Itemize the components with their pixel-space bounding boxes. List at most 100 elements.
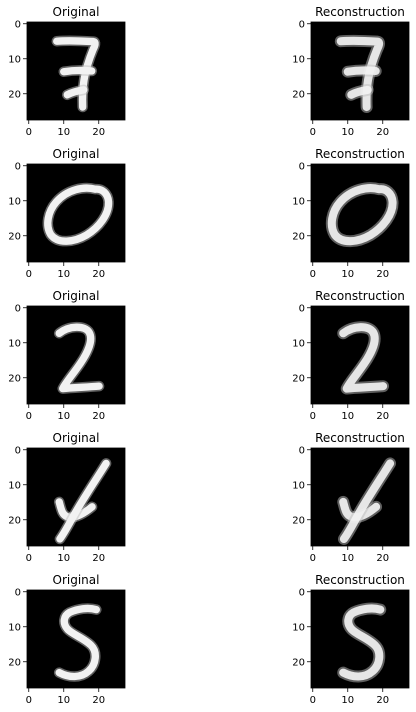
x-tick-label: 20 (92, 695, 105, 706)
digit-2-glyph (53, 321, 105, 394)
axes-frame (310, 21, 410, 121)
panel-reconstruction-2: Reconstruction 0 10 20 0 10 20 (292, 147, 410, 280)
axes-frame (310, 589, 410, 689)
y-tick-label: 20 (8, 515, 21, 526)
panel-reconstruction-3: Reconstruction 0 10 20 0 10 20 (292, 289, 410, 422)
panel-original-5: Original 0 10 20 0 10 20 (8, 573, 126, 706)
y-tick-label: 10 (8, 54, 21, 65)
digit-0-glyph (325, 182, 399, 248)
x-tick-label: 20 (376, 269, 389, 280)
panel-original-3: Original 0 10 20 0 10 20 (8, 289, 126, 422)
digit-7-glyph (334, 34, 386, 113)
x-tick-label: 10 (57, 127, 70, 138)
y-tick-label: 10 (292, 196, 305, 207)
y-tick-label: 0 (15, 303, 21, 314)
y-tick-label: 0 (299, 587, 305, 598)
x-tick-label: 10 (341, 127, 354, 138)
y-tick-label: 20 (292, 515, 305, 526)
y-tick-label: 20 (292, 657, 305, 668)
panel-original-1: Original 0 10 20 0 10 20 (8, 5, 126, 138)
y-tick-label: 10 (292, 338, 305, 349)
y-tick-label: 10 (8, 338, 21, 349)
y-tick-label: 10 (292, 622, 305, 633)
x-tick-label: 0 (26, 411, 32, 422)
panel-title: Reconstruction (315, 289, 405, 303)
y-tick-label: 20 (292, 231, 305, 242)
axes-frame (26, 305, 126, 405)
y-tick-label: 20 (8, 89, 21, 100)
y-tick-label: 0 (15, 445, 21, 456)
axes-frame (26, 21, 126, 121)
digit-7-glyph (51, 35, 101, 113)
x-tick-label: 10 (341, 269, 354, 280)
digit-5-glyph (337, 602, 387, 683)
axes-frame (26, 589, 126, 689)
y-tick-label: 10 (292, 480, 305, 491)
panel-original-2: Original 0 10 20 0 10 20 (8, 147, 126, 280)
panel-title: Reconstruction (315, 431, 405, 445)
y-tick-label: 0 (15, 19, 21, 30)
x-tick-label: 10 (341, 411, 354, 422)
axes-frame (310, 447, 410, 547)
axes-frame (310, 305, 410, 405)
panel-title: Original (53, 289, 100, 303)
x-tick-label: 0 (26, 695, 32, 706)
x-tick-label: 10 (57, 269, 70, 280)
panel-reconstruction-1: Reconstruction 0 10 20 0 10 20 (292, 5, 410, 138)
y-tick-label: 20 (8, 231, 21, 242)
y-tick-label: 20 (8, 657, 21, 668)
panel-reconstruction-5: Reconstruction 0 10 20 0 10 20 (292, 573, 410, 706)
axes-frame (26, 163, 126, 263)
panel-title: Original (53, 431, 100, 445)
x-tick-label: 0 (310, 127, 316, 138)
y-tick-label: 20 (292, 373, 305, 384)
y-tick-label: 20 (292, 89, 305, 100)
x-tick-label: 0 (310, 695, 316, 706)
panel-original-4: Original 0 10 20 0 10 20 (8, 431, 126, 564)
panel-title: Original (53, 573, 100, 587)
y-tick-label: 0 (299, 161, 305, 172)
panel-title: Reconstruction (315, 5, 405, 19)
x-tick-label: 20 (92, 269, 105, 280)
digit-5-glyph (53, 603, 102, 682)
y-tick-label: 10 (8, 622, 21, 633)
y-tick-label: 0 (15, 587, 21, 598)
y-tick-label: 0 (299, 445, 305, 456)
panel-reconstruction-4: Reconstruction 0 10 20 0 10 20 (292, 431, 410, 564)
x-tick-label: 20 (92, 553, 105, 564)
y-tick-label: 0 (299, 303, 305, 314)
x-tick-label: 20 (92, 411, 105, 422)
y-tick-label: 20 (8, 373, 21, 384)
x-tick-label: 0 (26, 269, 32, 280)
panel-title: Original (53, 147, 100, 161)
x-tick-label: 10 (57, 695, 70, 706)
y-tick-label: 0 (15, 161, 21, 172)
digit-0-glyph (42, 182, 114, 247)
x-tick-label: 0 (26, 553, 32, 564)
axes-frame (310, 163, 410, 263)
digit-4-glyph (53, 458, 112, 545)
digit-2-glyph (337, 321, 390, 395)
panel-title: Reconstruction (315, 573, 405, 587)
x-tick-label: 10 (341, 553, 354, 564)
x-tick-label: 20 (376, 553, 389, 564)
x-tick-label: 20 (376, 411, 389, 422)
x-tick-label: 0 (310, 269, 316, 280)
y-tick-label: 10 (292, 54, 305, 65)
axes-frame (26, 447, 126, 547)
y-tick-label: 10 (8, 480, 21, 491)
y-tick-label: 10 (8, 196, 21, 207)
x-tick-label: 20 (376, 695, 389, 706)
x-tick-label: 0 (26, 127, 32, 138)
x-tick-label: 20 (92, 127, 105, 138)
x-tick-label: 0 (310, 553, 316, 564)
panel-title: Reconstruction (315, 147, 405, 161)
panel-title: Original (53, 5, 100, 19)
x-tick-label: 10 (341, 695, 354, 706)
x-tick-label: 10 (57, 553, 70, 564)
y-tick-label: 0 (299, 19, 305, 30)
digit-4-glyph (337, 457, 397, 545)
x-tick-label: 10 (57, 411, 70, 422)
x-tick-label: 0 (310, 411, 316, 422)
